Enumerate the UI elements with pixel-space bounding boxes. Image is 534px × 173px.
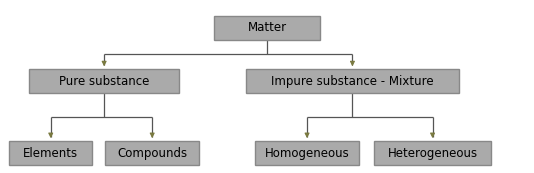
FancyBboxPatch shape	[10, 141, 92, 165]
FancyBboxPatch shape	[214, 16, 320, 40]
Text: Heterogeneous: Heterogeneous	[388, 147, 477, 160]
Text: Pure substance: Pure substance	[59, 75, 150, 88]
FancyBboxPatch shape	[105, 141, 199, 165]
Text: Homogeneous: Homogeneous	[265, 147, 349, 160]
Text: Matter: Matter	[247, 21, 287, 34]
Text: Impure substance - Mixture: Impure substance - Mixture	[271, 75, 434, 88]
FancyBboxPatch shape	[246, 69, 459, 93]
Text: Compounds: Compounds	[117, 147, 187, 160]
FancyBboxPatch shape	[374, 141, 491, 165]
FancyBboxPatch shape	[255, 141, 359, 165]
FancyBboxPatch shape	[29, 69, 179, 93]
Text: Elements: Elements	[23, 147, 78, 160]
